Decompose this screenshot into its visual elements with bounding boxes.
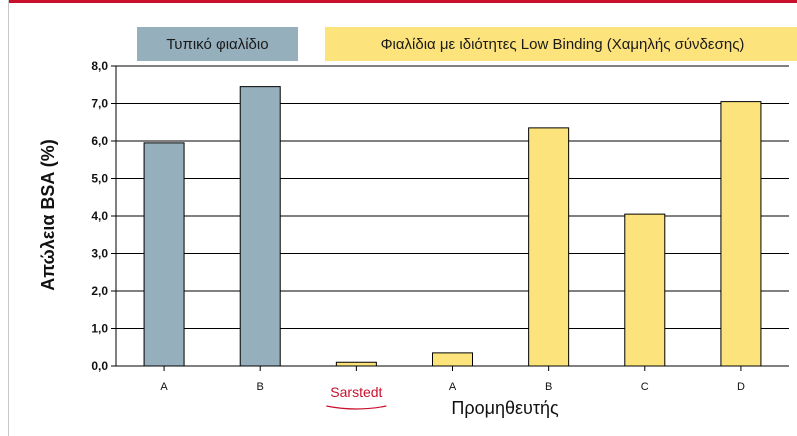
y-axis-title: Απώλεια BSA (%): [38, 139, 58, 290]
bar: [143, 142, 185, 367]
bar: [432, 352, 473, 367]
y-tick-label: 7,0: [91, 97, 108, 111]
x-category-label: B: [545, 381, 552, 393]
bar: [335, 361, 377, 367]
legend-standard-vial: Τυπικό φιαλίδιο: [137, 27, 298, 61]
bar: [528, 127, 570, 367]
y-tick-label: 6,0: [91, 134, 108, 148]
x-axis-title: Προμηθευτής: [451, 398, 559, 418]
axes: [111, 65, 789, 371]
y-tick-label: 2,0: [91, 284, 108, 298]
x-category-label: A: [449, 381, 457, 393]
top-accent-rule: [8, 0, 797, 3]
y-tick-label: 0,0: [91, 359, 108, 373]
labels: 0,0 1,0 2,0 3,0 4,0 5,0 6,0 7,0 8,0 A B Sarstedt A B C…: [91, 59, 745, 410]
y-tick-label: 3,0: [91, 247, 108, 261]
bar-chart: 0,0 1,0 2,0 3,0 4,0 5,0 6,0 7,0 8,0 A B Sarstedt A B C…: [38, 59, 789, 418]
y-tick-label: 1,0: [91, 322, 108, 336]
bars: [143, 86, 762, 367]
bar: [720, 101, 762, 367]
chart-frame: Τυπικό φιαλίδιο Φιαλίδια με ιδιότητες Lo…: [8, 0, 797, 436]
legend-low-binding-vials: Φιαλίδια με ιδιότητες Low Binding (Χαμηλ…: [325, 27, 797, 61]
x-category-label: B: [257, 381, 264, 393]
y-tick-label: 5,0: [91, 172, 108, 186]
x-category-label: D: [737, 381, 745, 393]
bar: [624, 213, 666, 367]
y-tick-label: 4,0: [91, 209, 108, 223]
left-border-rule: [8, 0, 9, 436]
highlight-underline: [326, 405, 387, 410]
grid-lines: [116, 65, 789, 329]
y-tick-label: 8,0: [91, 59, 108, 73]
x-category-label: A: [160, 381, 168, 393]
x-category-label: C: [641, 381, 649, 393]
bar: [239, 86, 281, 367]
x-category-label-highlight: Sarstedt: [330, 384, 382, 400]
